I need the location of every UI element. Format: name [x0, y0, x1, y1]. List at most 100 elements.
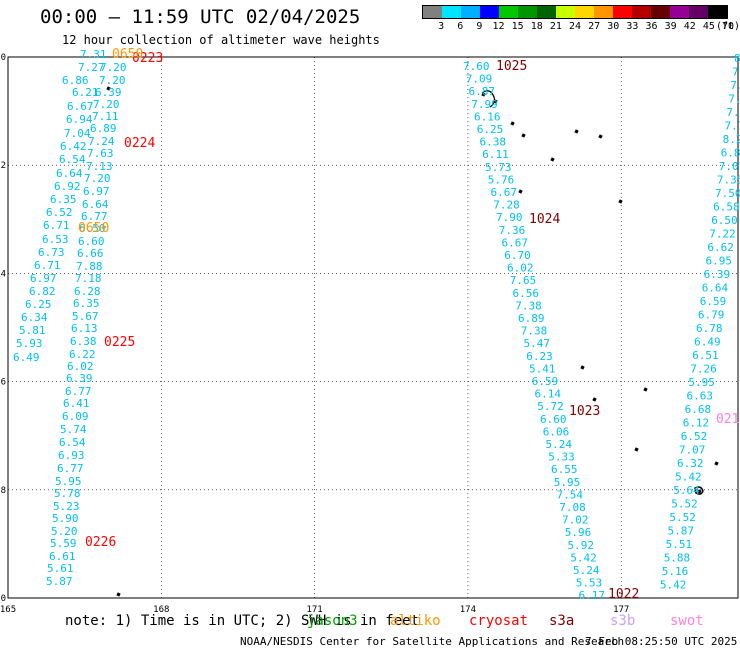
wave-height-value: 6.13: [71, 322, 98, 335]
wave-height-value: 6.64: [56, 167, 83, 180]
wave-height-value: 6.97: [30, 272, 57, 285]
longitude-tick-label: 174: [460, 605, 476, 615]
colorbar-swatch: [613, 6, 632, 18]
pass-time-label: 0225: [104, 335, 135, 350]
wave-height-value: 6.56: [513, 287, 540, 300]
wave-height-value: 6.50: [79, 222, 106, 235]
wave-height-value: 5.42: [570, 551, 597, 564]
wave-height-value: 6.28: [74, 285, 101, 298]
wave-height-value: 6.38: [70, 335, 97, 348]
legend-s3a: s3a: [549, 613, 575, 629]
colorbar-tick-label: 18: [530, 21, 543, 32]
wave-height-value: 7.02: [562, 514, 589, 527]
wave-height-value: 7.36: [499, 224, 526, 237]
wave-height-value: 6.11: [482, 148, 509, 161]
wave-height-value: 6.77: [65, 385, 92, 398]
wave-height-value: 6.22: [69, 348, 96, 361]
wave-height-value: 7.5: [730, 79, 740, 92]
wave-height-value: 6.42: [60, 140, 87, 153]
credit-timestamp: 7 Feb 08:25:50 UTC 2025: [585, 635, 738, 648]
island: [643, 387, 648, 392]
colorbar-swatch: [575, 6, 594, 18]
wave-height-value: 7.04: [64, 127, 91, 140]
island: [634, 447, 639, 452]
colorbar-swatch: [594, 6, 613, 18]
wave-height-value: 7.35: [717, 174, 740, 187]
wave-height-value: 5.95: [688, 376, 715, 389]
wave-height-value: 6.35: [50, 193, 77, 206]
island: [106, 86, 111, 91]
wave-height-value: 7.20: [93, 98, 120, 111]
wave-height-value: 6.59: [532, 375, 559, 388]
island: [580, 365, 585, 370]
longitude-tick-label: 168: [153, 605, 169, 615]
wave-height-value: 5.93: [16, 337, 43, 350]
wave-height-value: 7.63: [87, 147, 114, 160]
wave-height-value: 6.77: [81, 210, 108, 223]
wave-height-value: 6.51: [692, 349, 719, 362]
wave-height-value: 5.74: [60, 423, 87, 436]
legend-altiko: altiko: [390, 613, 441, 629]
wave-height-value: 7.11: [92, 110, 119, 123]
wave-height-value: 6.58: [713, 201, 740, 214]
wave-height-value: 7.26: [690, 363, 717, 376]
colorbar-swatch: [670, 6, 689, 18]
colorbar-swatch: [423, 6, 442, 18]
wave-height-value: 6.49: [694, 336, 721, 349]
island: [592, 397, 597, 402]
wave-height-value: 6.39: [95, 86, 122, 99]
wave-height-value: 7.13: [86, 160, 113, 173]
footer-note: note: 1) Time is in UTC; 2) SWH is in fe…: [65, 613, 420, 629]
colorbar-tick-label: 36: [645, 21, 658, 32]
latitude-tick-label: 0: [1, 53, 6, 63]
wave-height-value: 5.23: [53, 500, 80, 513]
colorbar-tick-label: 39: [664, 21, 677, 32]
wave-height-value: 6.02: [507, 262, 534, 275]
wave-height-value: 5.87: [668, 525, 695, 538]
wave-height-value: 7.5: [726, 106, 740, 119]
wave-height-value: 6.09: [62, 410, 89, 423]
pass-time-label: 0223: [132, 51, 163, 66]
wave-height-value: 6.35: [73, 297, 100, 310]
colorbar-tick-label: 12: [492, 21, 505, 32]
wave-height-value: 5.42: [660, 579, 687, 592]
wave-height-value: 7.22: [709, 228, 736, 241]
wave-height-value: 6.17: [579, 589, 606, 602]
colorbar-swatch: [518, 6, 537, 18]
wave-height-value: 6.71: [34, 259, 61, 272]
wave-height-value: 7.38: [515, 299, 542, 312]
island: [116, 592, 121, 597]
island: [521, 133, 526, 138]
colorbar-swatch: [537, 6, 556, 18]
colorbar-swatch: [632, 6, 651, 18]
legend-jason3: jason3: [307, 613, 358, 629]
wave-height-value: 6.68: [685, 403, 712, 416]
legend-s3b: s3b: [610, 613, 636, 629]
wave-height-value: 7.08: [559, 501, 586, 514]
wave-height-value: 6.02: [67, 360, 94, 373]
wave-height-value: 7.65: [510, 274, 537, 287]
wave-height-value: 7.99: [471, 98, 498, 111]
colorbar-tick-label: 30: [607, 21, 620, 32]
wave-height-value: 5.92: [568, 539, 595, 552]
wave-height-value: 6.54: [59, 436, 86, 449]
island: [481, 92, 486, 97]
wave-height-value: 6.52: [681, 430, 708, 443]
colorbar-swatch: [651, 6, 670, 18]
wave-height-value: 5.52: [671, 498, 698, 511]
wave-height-value: 6.97: [83, 185, 110, 198]
pass-time-label: 1024: [529, 212, 560, 227]
wave-height-value: 6.89: [90, 122, 117, 135]
wave-height-value: 5.90: [52, 512, 79, 525]
wave-height-colorbar: [422, 5, 728, 19]
colorbar-swatch: [708, 6, 727, 18]
wave-height-value: 7.50: [715, 187, 740, 200]
colorbar-swatch: [689, 6, 708, 18]
colorbar-tick-label: 21: [549, 21, 562, 32]
wave-height-value: 6.23: [526, 350, 553, 363]
wave-height-value: 6.39: [704, 268, 731, 281]
map-title: 00:00 – 11:59 UTC 02/04/2025: [40, 6, 361, 28]
wave-height-value: 5.24: [546, 438, 573, 451]
wave-height-value: 7.20: [84, 172, 111, 185]
